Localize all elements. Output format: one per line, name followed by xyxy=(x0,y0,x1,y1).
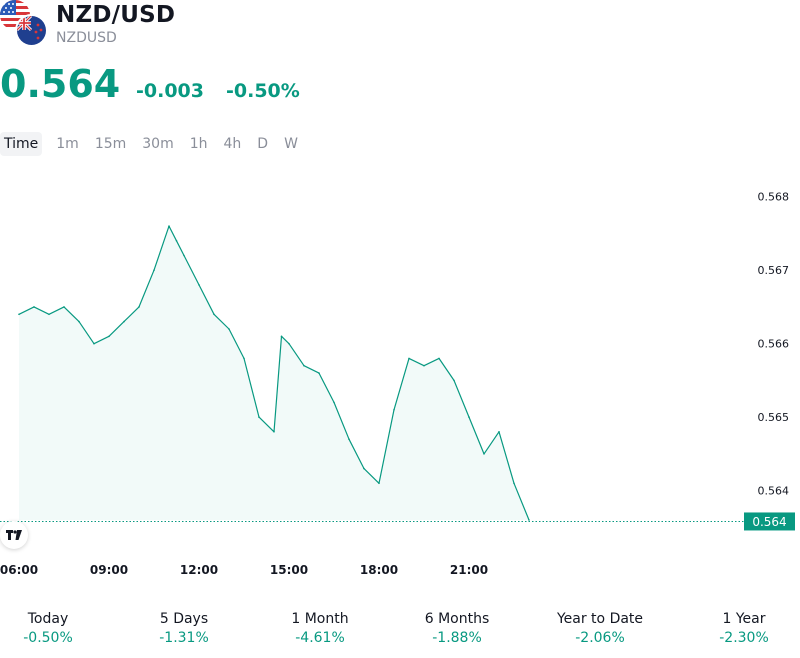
series-point xyxy=(378,482,380,485)
series-point xyxy=(423,364,425,367)
series-point xyxy=(513,482,515,485)
series-point xyxy=(258,416,260,418)
perf-label: 6 Months xyxy=(424,611,490,627)
perf-value: -1.88% xyxy=(432,630,482,646)
series-point xyxy=(243,357,245,360)
last-price-label: 0.564 xyxy=(752,515,786,529)
series-point xyxy=(408,357,410,360)
price-chart[interactable]: 0.568 0.567 0.566 0.565 0.564 06:00 09:00 12:00… xyxy=(0,160,800,580)
series-point xyxy=(183,254,185,257)
x-tick-label: 18:00 xyxy=(360,563,398,577)
series-point xyxy=(453,379,455,382)
series-point xyxy=(123,320,125,323)
perf-value: -2.30% xyxy=(719,630,769,646)
x-tick-label: 09:00 xyxy=(90,563,128,577)
series-point xyxy=(483,453,485,455)
perf-label: 1 Year xyxy=(722,611,766,627)
x-tick-label: 12:00 xyxy=(180,563,218,577)
series-point xyxy=(288,342,290,345)
series-point xyxy=(348,438,350,441)
y-tick-label: 0.567 xyxy=(758,264,790,277)
symbol-ticker: NZDUSD xyxy=(56,30,117,46)
nz-flag-icon xyxy=(15,14,48,47)
perf-value: -0.50% xyxy=(23,630,73,646)
tradingview-logo-icon[interactable] xyxy=(0,521,28,549)
perf-label: Today xyxy=(27,611,69,627)
series-point xyxy=(213,313,215,316)
y-tick-label: 0.564 xyxy=(758,485,790,498)
series-point xyxy=(333,401,335,404)
perf-1-year[interactable]: 1 Year -2.30% xyxy=(674,610,800,647)
series-area xyxy=(19,226,529,520)
tab-15m[interactable]: 15m xyxy=(94,136,127,152)
series-point xyxy=(138,306,140,308)
perf-label: 5 Days xyxy=(159,611,209,627)
series-point xyxy=(93,342,95,345)
perf-value: -4.61% xyxy=(295,630,345,646)
x-tick-label: 21:00 xyxy=(450,563,488,577)
y-tick-label: 0.566 xyxy=(758,338,790,351)
series-point xyxy=(280,335,283,338)
series-point xyxy=(303,364,305,367)
perf-value: -2.06% xyxy=(575,630,625,646)
last-price: 0.564 xyxy=(0,62,121,106)
series-point xyxy=(393,409,395,411)
performance-summary: Today -0.50% 5 Days -1.31% 1 Month -4.61… xyxy=(0,610,800,650)
currency-flags xyxy=(0,0,50,50)
perf-1-month[interactable]: 1 Month -4.61% xyxy=(250,610,390,647)
series-point xyxy=(18,313,20,316)
series-point xyxy=(363,467,365,470)
symbol-title: NZD/USD xyxy=(56,2,176,28)
perf-6-months[interactable]: 6 Months -1.88% xyxy=(387,610,527,647)
timeframe-tabs: Time 1m 15m 30m 1h 4h D W xyxy=(0,132,306,156)
tab-30m[interactable]: 30m xyxy=(142,136,174,152)
tab-w[interactable]: W xyxy=(284,136,298,152)
perf-value: -1.31% xyxy=(159,630,209,646)
series-point xyxy=(168,225,170,227)
series-point xyxy=(33,306,35,308)
series-point xyxy=(63,306,65,308)
series-point xyxy=(175,240,178,242)
series-point xyxy=(498,431,500,433)
series-point xyxy=(438,357,440,360)
y-tick-label: 0.565 xyxy=(758,411,790,424)
x-tick-label: 06:00 xyxy=(0,563,38,577)
perf-label: 1 Month xyxy=(291,611,349,627)
series-point xyxy=(468,416,470,418)
series-point xyxy=(48,313,50,316)
tab-1h[interactable]: 1h xyxy=(189,136,208,152)
price-change: -0.003 xyxy=(136,80,204,102)
series-point xyxy=(528,519,530,521)
perf-today[interactable]: Today -0.50% xyxy=(0,610,118,647)
price-change-percent: -0.50% xyxy=(226,80,300,102)
series-point xyxy=(78,320,80,323)
tab-4h[interactable]: 4h xyxy=(223,136,242,152)
series-point xyxy=(273,431,275,433)
x-tick-label: 15:00 xyxy=(270,563,308,577)
series-point xyxy=(318,372,320,374)
last-price-tag xyxy=(744,512,795,531)
series-point xyxy=(153,269,155,271)
tab-time[interactable]: Time xyxy=(0,132,43,156)
perf-5-days[interactable]: 5 Days -1.31% xyxy=(114,610,254,647)
tab-1m[interactable]: 1m xyxy=(56,136,79,152)
series-point xyxy=(198,284,200,286)
series-point xyxy=(108,335,110,338)
tab-d[interactable]: D xyxy=(257,136,269,152)
perf-year-to-date[interactable]: Year to Date -2.06% xyxy=(530,610,670,647)
perf-label: Year to Date xyxy=(556,611,644,627)
y-tick-label: 0.568 xyxy=(758,191,790,204)
series-point xyxy=(228,328,230,330)
